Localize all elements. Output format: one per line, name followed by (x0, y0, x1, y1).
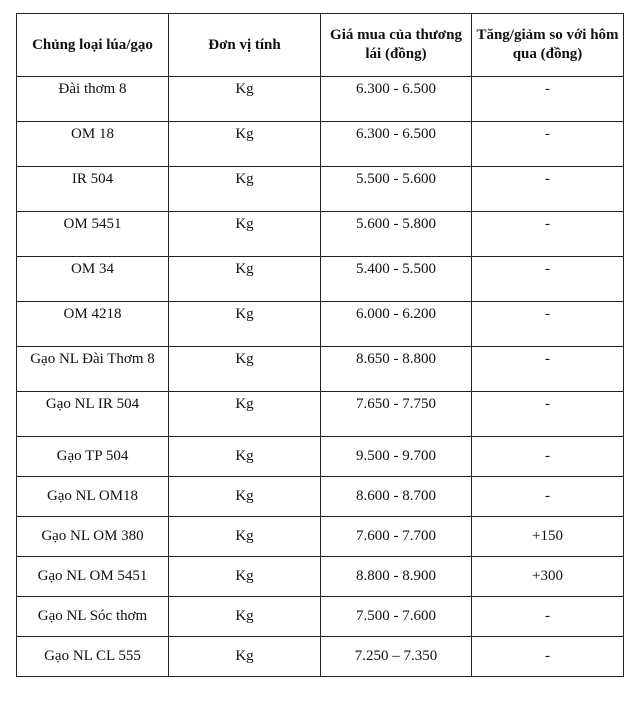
price-cell: 7.250 – 7.350 (320, 636, 472, 677)
price-cell: 6.300 - 6.500 (320, 76, 472, 122)
change-cell: - (471, 121, 624, 167)
change-cell: - (471, 476, 624, 517)
unit-cell: Kg (168, 476, 321, 517)
unit-cell: Kg (168, 556, 321, 597)
table-row: Đài thơm 8 Kg 6.300 - 6.500- (16, 76, 624, 122)
variety-cell: Gạo NL OM18 (16, 476, 169, 517)
change-cell: - (471, 76, 624, 122)
unit-cell: Kg (168, 636, 321, 677)
table-row: Gạo NL Đài Thơm 8 Kg 8.650 - 8.800- (16, 346, 624, 392)
variety-cell: Gạo NL OM 380 (16, 516, 169, 557)
variety-cell: Gạo NL CL 555 (16, 636, 169, 677)
header-change: Tăng/giảm so với hôm qua (đồng) (471, 13, 624, 77)
variety-cell: Gạo TP 504 (16, 436, 169, 477)
table-row: OM 18 Kg 6.300 - 6.500- (16, 121, 624, 167)
variety-cell: IR 504 (16, 166, 169, 212)
table-row: Gạo NL Sóc thơm Kg 7.500 - 7.600- (16, 596, 624, 637)
price-cell: 6.300 - 6.500 (320, 121, 472, 167)
variety-cell: Gạo NL Đài Thơm 8 (16, 346, 169, 392)
table-row: Gạo NL OM18 Kg 8.600 - 8.700- (16, 476, 624, 517)
table-row: OM 34 Kg 5.400 - 5.500- (16, 256, 624, 302)
price-cell: 7.500 - 7.600 (320, 596, 472, 637)
price-cell: 7.600 - 7.700 (320, 516, 472, 557)
table-row: OM 4218 Kg 6.000 - 6.200- (16, 301, 624, 347)
variety-cell: OM 34 (16, 256, 169, 302)
change-cell: - (471, 166, 624, 212)
unit-cell: Kg (168, 121, 321, 167)
price-cell: 8.800 - 8.900 (320, 556, 472, 597)
variety-cell: OM 4218 (16, 301, 169, 347)
header-row: Chủng loại lúa/gạo Đơn vị tính Giá mua c… (16, 13, 624, 77)
change-cell: - (471, 436, 624, 477)
unit-cell: Kg (168, 436, 321, 477)
price-cell: 9.500 - 9.700 (320, 436, 472, 477)
table-row: Gạo TP 504 Kg 9.500 - 9.700- (16, 436, 624, 477)
header-price: Giá mua của thương lái (đồng) (320, 13, 472, 77)
unit-cell: Kg (168, 596, 321, 637)
change-cell: - (471, 301, 624, 347)
table-row: Gạo NL CL 555 Kg 7.250 – 7.350- (16, 636, 624, 677)
price-cell: 8.650 - 8.800 (320, 346, 472, 392)
change-cell: - (471, 596, 624, 637)
unit-cell: Kg (168, 256, 321, 302)
header-variety: Chủng loại lúa/gạo (16, 13, 169, 77)
unit-cell: Kg (168, 346, 321, 392)
change-cell: - (471, 346, 624, 392)
variety-cell: Gạo NL OM 5451 (16, 556, 169, 597)
price-cell: 6.000 - 6.200 (320, 301, 472, 347)
header-unit: Đơn vị tính (168, 13, 321, 77)
table-row: IR 504 Kg 5.500 - 5.600- (16, 166, 624, 212)
price-cell: 5.500 - 5.600 (320, 166, 472, 212)
price-cell: 5.400 - 5.500 (320, 256, 472, 302)
change-cell: - (471, 636, 624, 677)
change-cell: - (471, 256, 624, 302)
unit-cell: Kg (168, 301, 321, 347)
unit-cell: Kg (168, 166, 321, 212)
change-cell: +300 (471, 556, 624, 597)
table-row: Gạo NL IR 504 Kg 7.650 - 7.750- (16, 391, 624, 437)
table-row: Gạo NL OM 380 Kg 7.600 - 7.700 +150 (16, 516, 624, 557)
unit-cell: Kg (168, 76, 321, 122)
table-row: OM 5451 Kg 5.600 - 5.800- (16, 211, 624, 257)
change-cell: +150 (471, 516, 624, 557)
unit-cell: Kg (168, 516, 321, 557)
change-cell: - (471, 211, 624, 257)
price-cell: 7.650 - 7.750 (320, 391, 472, 437)
variety-cell: Gạo NL Sóc thơm (16, 596, 169, 637)
unit-cell: Kg (168, 211, 321, 257)
table-row: Gạo NL OM 5451 Kg 8.800 - 8.900 +300 (16, 556, 624, 597)
unit-cell: Kg (168, 391, 321, 437)
price-cell: 8.600 - 8.700 (320, 476, 472, 517)
change-cell: - (471, 391, 624, 437)
variety-cell: Đài thơm 8 (16, 76, 169, 122)
variety-cell: Gạo NL IR 504 (16, 391, 169, 437)
rice-price-table: Chủng loại lúa/gạo Đơn vị tính Giá mua c… (16, 13, 624, 677)
variety-cell: OM 18 (16, 121, 169, 167)
variety-cell: OM 5451 (16, 211, 169, 257)
price-cell: 5.600 - 5.800 (320, 211, 472, 257)
